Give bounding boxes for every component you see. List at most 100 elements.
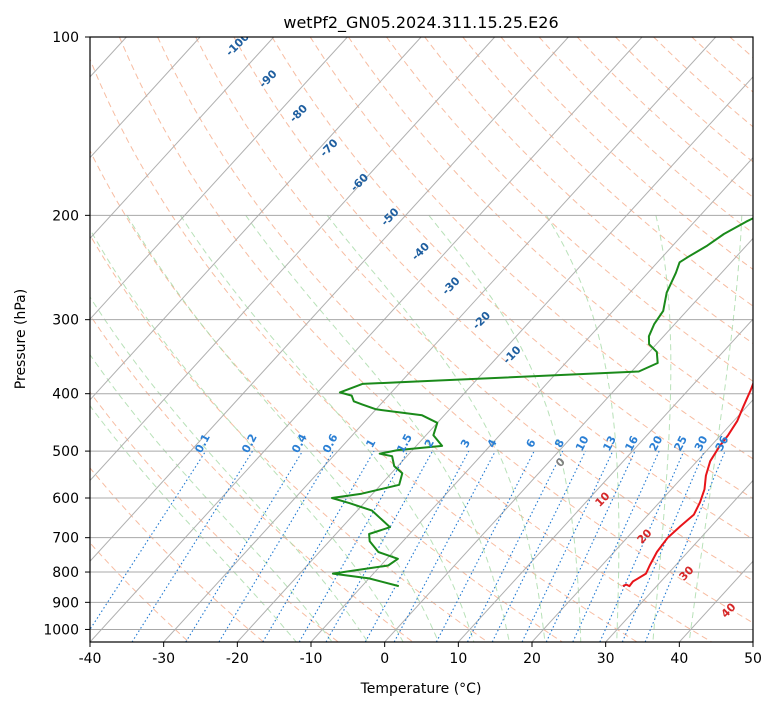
moist-adiabat-line — [90, 228, 404, 642]
y-tick-label: 400 — [52, 387, 79, 403]
moist-adiabat-line — [90, 353, 333, 642]
dry-adiabat-line — [157, 37, 753, 624]
adiabat-label: -100 — [223, 30, 252, 59]
isotherm-line — [90, 37, 348, 320]
y-tick-label: 1000 — [43, 622, 79, 638]
dry-adiabat-line — [462, 37, 753, 307]
adiabat-label: -60 — [348, 171, 371, 194]
adiabat-label: -80 — [287, 102, 310, 125]
x-tick-label: 10 — [449, 651, 467, 667]
dry-adiabat-line — [90, 149, 563, 642]
mixing-ratio-line — [521, 450, 614, 642]
y-tick-label: 800 — [52, 565, 79, 581]
mixing-ratio-line — [393, 450, 496, 642]
y-axis-label: Pressure (hPa) — [13, 289, 29, 389]
adiabat-label: 30 — [677, 563, 697, 583]
mixing-ratio-label: 20 — [647, 433, 666, 453]
chart-title: wetPf2_GN05.2024.311.15.25.E26 — [283, 13, 558, 33]
isotherm-line — [531, 399, 753, 642]
mixing-ratio-line — [599, 450, 685, 642]
isotherm-line — [457, 318, 753, 642]
mixing-ratio-line — [467, 450, 564, 642]
x-tick-label: 30 — [597, 651, 615, 667]
adiabat-label: 40 — [719, 600, 739, 620]
y-tick-label: 600 — [52, 491, 79, 507]
moist-adiabat-line — [652, 215, 672, 642]
adiabat-label: -70 — [317, 136, 340, 159]
dewpoint-profile-line — [330, 217, 753, 588]
dry-adiabat-line — [90, 467, 264, 642]
isotherm-line — [90, 37, 496, 482]
mixing-ratio-label: 30 — [692, 433, 711, 453]
x-tick-label: 20 — [523, 651, 541, 667]
y-tick-label: 900 — [52, 595, 79, 611]
dry-adiabat-line — [347, 37, 753, 421]
mixing-ratio-line — [262, 450, 375, 642]
dry-adiabat-line — [386, 37, 753, 382]
dry-adiabat-line — [90, 58, 638, 642]
y-tick-label: 500 — [52, 444, 79, 460]
isotherm-line — [90, 37, 422, 401]
isotherm-line — [90, 37, 643, 642]
mixing-ratio-label: 4 — [485, 437, 500, 450]
mixing-ratio-line — [218, 450, 334, 642]
moist-adiabat-line — [245, 215, 510, 642]
mixing-ratio-line — [131, 450, 254, 642]
mixing-ratio-label: 3 — [458, 437, 473, 450]
dry-adiabat-line — [90, 391, 339, 642]
moist-adiabat-line — [688, 215, 743, 642]
adiabat-label: 0 — [553, 455, 568, 470]
dry-adiabat-line — [195, 37, 753, 582]
mixing-ratio-line — [572, 450, 660, 642]
dry-adiabat-line — [691, 37, 753, 93]
mixing-ratio-line — [644, 450, 726, 642]
mixing-ratio-label: 36 — [713, 433, 732, 453]
dry-adiabat-line — [615, 37, 753, 163]
isotherm-line — [90, 37, 275, 240]
mixing-ratio-line — [325, 450, 434, 642]
x-axis-label: Temperature (°C) — [360, 681, 482, 697]
x-tick-label: -30 — [152, 651, 175, 667]
y-tick-label: 200 — [52, 208, 79, 224]
mixing-ratio-line — [621, 450, 705, 642]
moist-adiabat-line — [545, 215, 620, 642]
adiabat-label: 20 — [635, 526, 655, 546]
dry-adiabat-line — [271, 37, 753, 500]
dry-adiabat-line — [576, 37, 753, 198]
dry-adiabat-line — [768, 37, 775, 642]
mixing-ratio-label: 1 — [363, 437, 378, 450]
isotherm-line — [310, 156, 753, 642]
moist-adiabat-line — [90, 296, 369, 642]
adiabat-label: -40 — [409, 240, 432, 263]
dry-adiabat-line — [309, 37, 753, 460]
moist-adiabat-line — [90, 404, 297, 642]
mixing-ratio-line — [364, 450, 470, 642]
dry-adiabat-line — [118, 37, 712, 642]
mixing-ratio-line — [90, 450, 207, 631]
dry-adiabat-line — [90, 234, 488, 642]
dry-adiabat-line — [653, 37, 753, 128]
mixing-ratio-line — [298, 450, 409, 642]
isotherm-line — [384, 237, 753, 642]
moist-adiabat-line — [428, 214, 582, 642]
mixing-ratio-label: 8 — [552, 437, 567, 450]
adiabat-label: -30 — [439, 274, 462, 297]
y-tick-label: 300 — [52, 313, 79, 329]
mixing-ratio-line — [491, 450, 586, 642]
plot-frame — [89, 36, 754, 643]
isotherm-line — [90, 37, 569, 563]
x-tick-label: -40 — [79, 651, 102, 667]
isotherm-line — [605, 479, 753, 642]
mixing-ratio-label: 10 — [573, 433, 592, 453]
mixing-ratio-label: 16 — [622, 433, 641, 453]
mixing-ratio-label: 13 — [600, 434, 619, 454]
x-tick-label: -20 — [226, 651, 249, 667]
dry-adiabat-line — [233, 37, 753, 540]
isotherm-line — [163, 37, 717, 642]
adiabat-label: -90 — [256, 67, 279, 90]
y-tick-label: 700 — [52, 531, 79, 547]
isotherm-line — [752, 641, 753, 642]
isotherm-line — [236, 76, 753, 642]
